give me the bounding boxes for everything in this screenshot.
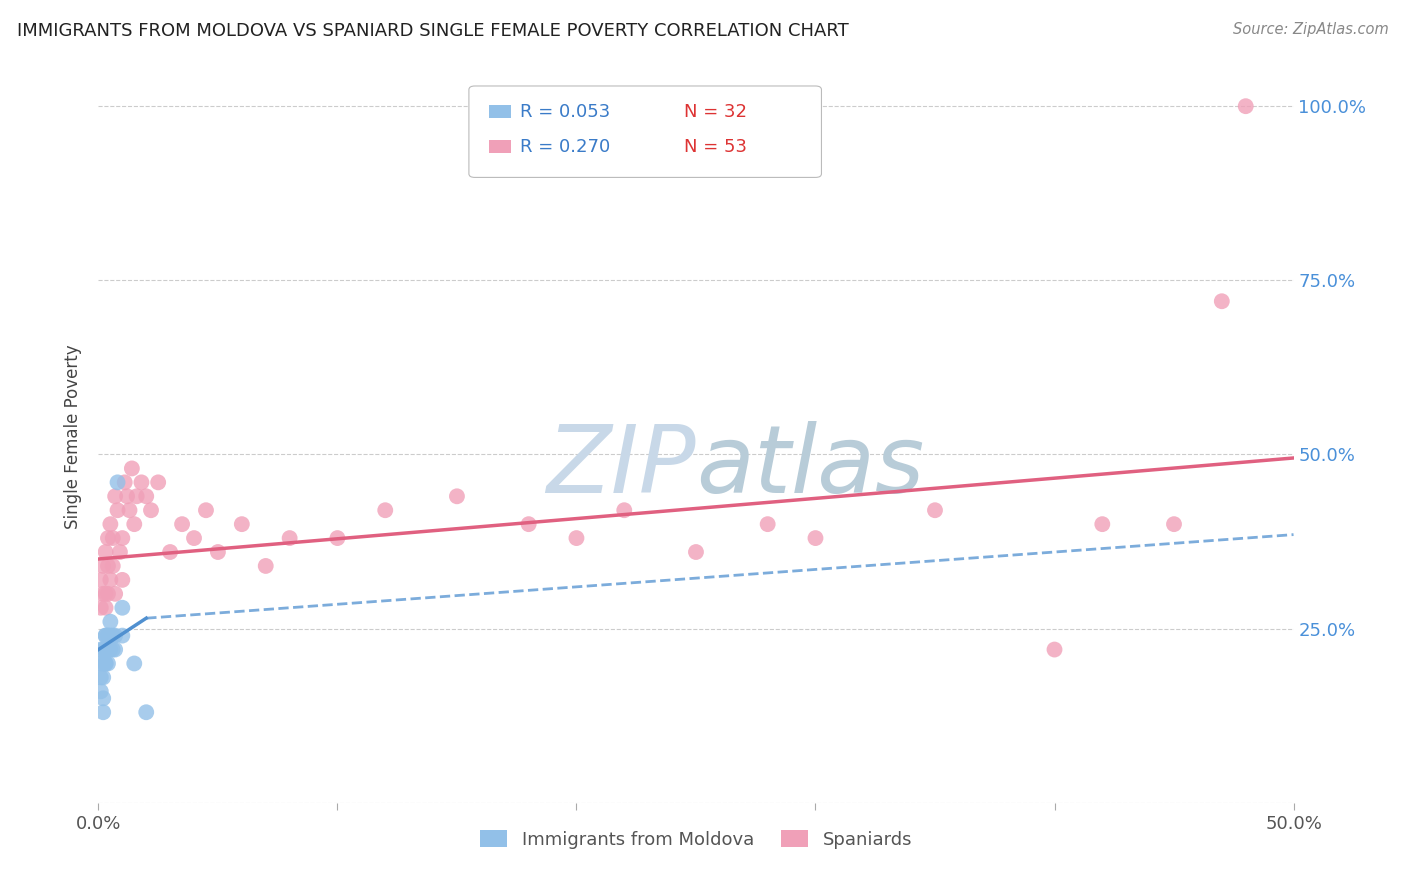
Point bbox=[90, 642, 112, 657]
Point bbox=[94, 629, 117, 643]
Point bbox=[111, 531, 134, 545]
Point bbox=[159, 545, 181, 559]
Text: R = 0.053: R = 0.053 bbox=[520, 103, 610, 120]
Text: R = 0.270: R = 0.270 bbox=[520, 137, 610, 156]
Point bbox=[111, 573, 134, 587]
Point bbox=[94, 629, 117, 643]
Point bbox=[1211, 294, 1233, 309]
Legend: Immigrants from Moldova, Spaniards: Immigrants from Moldova, Spaniards bbox=[472, 823, 920, 856]
Point bbox=[101, 642, 124, 657]
Point bbox=[97, 642, 120, 657]
Point bbox=[207, 545, 229, 559]
Text: ZIP: ZIP bbox=[547, 421, 696, 512]
Point bbox=[94, 545, 117, 559]
Point bbox=[90, 573, 112, 587]
Point bbox=[111, 600, 134, 615]
Point bbox=[517, 517, 540, 532]
FancyBboxPatch shape bbox=[470, 86, 821, 178]
Point bbox=[90, 684, 112, 698]
Point bbox=[94, 600, 117, 615]
Point bbox=[94, 642, 117, 657]
Point bbox=[94, 657, 117, 671]
Point bbox=[97, 587, 120, 601]
Point bbox=[804, 531, 827, 545]
Point bbox=[135, 705, 157, 719]
Point bbox=[135, 489, 157, 503]
Point bbox=[101, 629, 124, 643]
Point bbox=[94, 587, 117, 601]
Point bbox=[111, 629, 134, 643]
Point bbox=[97, 642, 120, 657]
Point bbox=[115, 489, 138, 503]
Point bbox=[124, 657, 146, 671]
Point bbox=[97, 629, 120, 643]
Point bbox=[97, 629, 120, 643]
Point bbox=[172, 517, 194, 532]
Point bbox=[1043, 642, 1066, 657]
Point bbox=[101, 558, 124, 573]
Point bbox=[107, 503, 129, 517]
Point bbox=[756, 517, 779, 532]
Point bbox=[97, 531, 120, 545]
Point bbox=[278, 531, 301, 545]
Point bbox=[104, 642, 127, 657]
Bar bbox=[489, 140, 510, 153]
Point bbox=[685, 545, 707, 559]
Point bbox=[195, 503, 218, 517]
Y-axis label: Single Female Poverty: Single Female Poverty bbox=[65, 345, 83, 529]
Point bbox=[91, 642, 114, 657]
Point bbox=[565, 531, 588, 545]
Point bbox=[90, 670, 112, 684]
Point bbox=[139, 503, 162, 517]
Point bbox=[90, 657, 112, 671]
Point bbox=[183, 531, 205, 545]
Point bbox=[101, 531, 124, 545]
Point bbox=[1091, 517, 1114, 532]
Point bbox=[91, 657, 114, 671]
Point bbox=[97, 657, 120, 671]
Point bbox=[91, 587, 114, 601]
Point bbox=[924, 503, 946, 517]
Point bbox=[613, 503, 636, 517]
Point bbox=[148, 475, 170, 490]
Point bbox=[1234, 99, 1257, 113]
Point bbox=[446, 489, 468, 503]
Point bbox=[98, 573, 122, 587]
Point bbox=[91, 705, 114, 719]
Point bbox=[98, 629, 122, 643]
Point bbox=[94, 657, 117, 671]
Point bbox=[91, 558, 114, 573]
Point bbox=[94, 642, 117, 657]
Bar bbox=[489, 105, 510, 118]
Point bbox=[98, 642, 122, 657]
Point bbox=[121, 461, 143, 475]
Point bbox=[326, 531, 349, 545]
Point bbox=[118, 503, 141, 517]
Point bbox=[107, 475, 129, 490]
Point bbox=[91, 691, 114, 706]
Point bbox=[131, 475, 153, 490]
Point bbox=[1163, 517, 1185, 532]
Text: N = 32: N = 32 bbox=[685, 103, 747, 120]
Point bbox=[97, 558, 120, 573]
Point bbox=[90, 600, 112, 615]
Point bbox=[231, 517, 253, 532]
Point bbox=[124, 517, 146, 532]
Point bbox=[125, 489, 148, 503]
Text: atlas: atlas bbox=[696, 421, 924, 512]
Point bbox=[98, 615, 122, 629]
Point bbox=[104, 489, 127, 503]
Point bbox=[91, 670, 114, 684]
Point bbox=[108, 545, 131, 559]
Text: IMMIGRANTS FROM MOLDOVA VS SPANIARD SINGLE FEMALE POVERTY CORRELATION CHART: IMMIGRANTS FROM MOLDOVA VS SPANIARD SING… bbox=[17, 22, 849, 40]
Point bbox=[254, 558, 277, 573]
Point bbox=[104, 587, 127, 601]
Point bbox=[114, 475, 136, 490]
Text: N = 53: N = 53 bbox=[685, 137, 747, 156]
Text: Source: ZipAtlas.com: Source: ZipAtlas.com bbox=[1233, 22, 1389, 37]
Point bbox=[374, 503, 396, 517]
Point bbox=[104, 629, 127, 643]
Point bbox=[98, 517, 122, 532]
